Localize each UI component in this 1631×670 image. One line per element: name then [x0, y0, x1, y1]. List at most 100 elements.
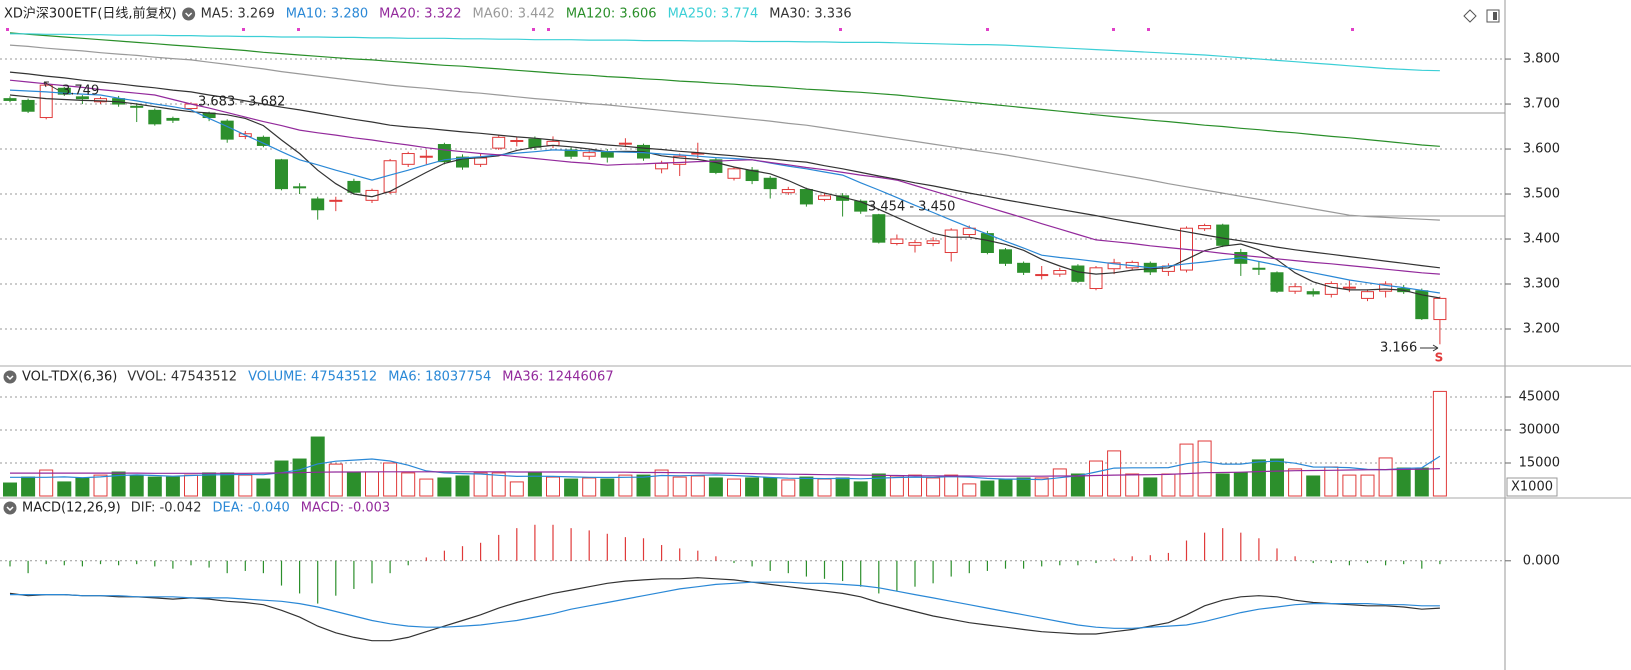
toolbar-icons[interactable] [1463, 9, 1500, 23]
volume-bar [763, 477, 778, 497]
indicator-line [10, 33, 1440, 72]
y-tick-label: 3.500 [1523, 187, 1560, 202]
volume-bar [165, 476, 180, 497]
indicator-line [9, 71, 1440, 269]
candle-body [582, 152, 596, 157]
candle-body [763, 177, 777, 190]
y-tick-label: 0.000 [1523, 553, 1560, 568]
y-tick-label: 30000 [1519, 423, 1560, 438]
y-tick-label: 3.700 [1523, 97, 1560, 112]
volume-bar [998, 479, 1013, 497]
candle-body [256, 136, 270, 146]
candle-body [727, 168, 741, 179]
volume-bar [39, 469, 54, 497]
candle-body [492, 136, 506, 149]
panel-icon-fill [1493, 12, 1497, 20]
indicator-line [9, 94, 1441, 299]
candle-body [528, 138, 542, 148]
candle-body [39, 84, 53, 119]
volume-bar [672, 476, 687, 497]
legend-entry: DEA: -0.040 [212, 501, 289, 516]
candle-body [1306, 291, 1320, 295]
volume-bar [546, 476, 560, 497]
candle-body [1361, 291, 1374, 299]
volume-bar [1288, 468, 1303, 497]
volume-bar [908, 474, 922, 497]
candle-body [347, 180, 361, 193]
candle-body [1107, 262, 1121, 270]
volume-bar [1107, 450, 1122, 497]
y-tick-label: 3.200 [1523, 322, 1560, 337]
chart-title: XD沪深300ETF(日线,前复权) [4, 6, 177, 22]
volume-bar [962, 483, 977, 497]
indicator-line [10, 581, 1440, 629]
volume-bar [582, 477, 597, 497]
indicator-line [9, 44, 1440, 221]
candle-body [57, 87, 71, 95]
volume-bar [1197, 440, 1212, 497]
legend-entry: MACD: -0.003 [301, 501, 390, 516]
candle-body [1252, 267, 1266, 270]
volume-bar [1070, 473, 1085, 497]
unit-box [1506, 477, 1558, 497]
candle-body [293, 186, 307, 189]
volume-bar [238, 474, 253, 497]
candle-body [437, 144, 451, 163]
panel-icon[interactable] [1486, 9, 1500, 23]
candle-body [1053, 270, 1067, 275]
sell-signal: S [1435, 351, 1444, 365]
y-tick-label: 15000 [1519, 456, 1560, 471]
candle-body [890, 238, 904, 245]
candle-body [130, 105, 144, 108]
legend-entry: VVOL: 47543512 [127, 370, 237, 385]
candle-body [220, 120, 234, 140]
volume-bar [129, 475, 144, 497]
volume-bar [654, 469, 669, 497]
annotation-arrow [1420, 344, 1439, 352]
candle-body [908, 242, 922, 246]
legend-entry: MA20: 3.322 [379, 7, 461, 22]
volume-bar [1215, 473, 1230, 497]
candle-body [401, 153, 415, 165]
volume-bar [817, 478, 832, 497]
indicator-line [9, 89, 1440, 294]
volume-bar [564, 478, 579, 497]
annotation: 3.749 [62, 84, 99, 99]
volume-bar [1089, 460, 1103, 497]
volume-bar [1052, 468, 1067, 497]
volume-bar [346, 471, 361, 497]
candle-body [75, 96, 89, 100]
diamond-icon[interactable] [1463, 9, 1477, 23]
volume-bar [926, 477, 941, 497]
volume-bar [292, 458, 307, 497]
candle-body [1017, 262, 1031, 273]
y-tick-label: 3.800 [1523, 52, 1560, 67]
volume-bar [202, 472, 217, 497]
volume-bar [980, 480, 995, 497]
volume-bar [708, 477, 723, 497]
volume-bar [1233, 472, 1248, 497]
candle-body [944, 229, 958, 254]
panel-title: VOL-TDX(6,36) [22, 370, 117, 385]
volume-bar [781, 479, 796, 497]
legend-entry: MA5: 3.269 [201, 7, 275, 22]
candle-body [510, 139, 524, 142]
indicator-line [10, 455, 1441, 481]
candle-body [1433, 297, 1447, 321]
volume-bar [383, 462, 398, 497]
collapse-chevron [185, 12, 193, 18]
volume-bar [401, 472, 416, 497]
candle-body [1342, 286, 1356, 289]
volume-bar [256, 478, 271, 497]
candle-body [818, 195, 831, 200]
candle-body [275, 159, 288, 190]
annotation: 3.454 - 3.450 [868, 200, 955, 215]
candle-body [600, 151, 614, 158]
candle-body [148, 109, 162, 125]
volume-bar [184, 474, 198, 497]
volume-bar [509, 481, 524, 497]
candle-body [1089, 267, 1103, 290]
candle-body [21, 99, 35, 112]
